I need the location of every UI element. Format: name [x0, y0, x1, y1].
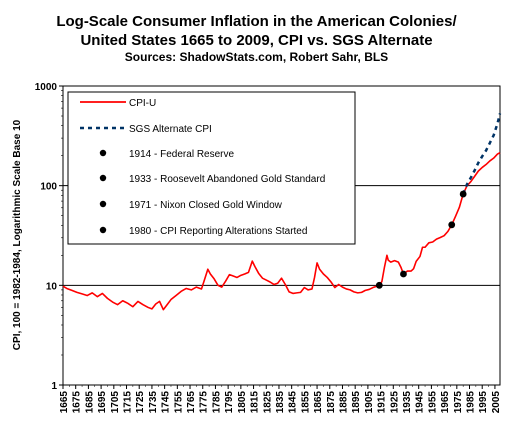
series-layer	[62, 113, 502, 311]
y-tick-label: 1000	[35, 82, 58, 93]
x-tick-label: 1865	[313, 391, 324, 414]
x-tick-label: 1985	[466, 391, 477, 414]
y-axis-label: CPI, 100 = 1982-1984, Logarithmic Scale …	[12, 119, 23, 350]
plot-area-frame	[62, 85, 501, 386]
x-tick-label: 1725	[135, 391, 146, 414]
x-tick-label: 1735	[148, 391, 159, 414]
legend-entry-label: CPI-U	[129, 98, 156, 109]
legend-box	[67, 91, 356, 245]
chart-subtitle: Sources: ShadowStats.com, Robert Sahr, B…	[124, 50, 389, 64]
x-tick-label: 1825	[262, 391, 273, 414]
x-tick-label: 1675	[72, 391, 83, 414]
x-tick-label: 1955	[427, 391, 438, 414]
x-tick-label: 1785	[211, 391, 222, 414]
legend-entry-label: 1980 - CPI Reporting Alterations Started	[129, 226, 307, 237]
x-tick-label: 1755	[173, 391, 184, 414]
x-tick-label: 1805	[237, 391, 248, 414]
series-line-cpi-u	[62, 151, 501, 311]
event-marker-1980	[459, 190, 467, 198]
x-tick-label: 1715	[123, 391, 134, 414]
event-marker-1933	[400, 270, 407, 278]
event-marker-1914	[375, 281, 383, 289]
x-tick-label: 1705	[110, 391, 121, 414]
legend-entry-label: 1971 - Nixon Closed Gold Window	[129, 200, 283, 211]
x-tick-label: 1945	[415, 391, 426, 414]
x-tick-label: 1895	[351, 391, 362, 414]
x-tick-label: 1885	[338, 391, 349, 414]
legend-entry-label: SGS Alternate CPI	[129, 124, 212, 135]
x-tick-label: 1935	[402, 391, 413, 414]
x-tick-label: 1905	[364, 391, 375, 414]
legend-marker-swatch	[99, 226, 107, 234]
x-tick-label: 1815	[250, 391, 261, 414]
x-tick-label: 1855	[300, 391, 311, 414]
x-tick-label: 1875	[326, 391, 337, 414]
x-tick-label: 1835	[275, 391, 286, 414]
x-tick-label: 1765	[186, 391, 197, 414]
x-tick-label: 2005	[491, 391, 502, 414]
chart-title-line-2: United States 1665 to 2009, CPI vs. SGS …	[80, 32, 433, 49]
legend-entry-label: 1933 - Roosevelt Abandoned Gold Standard	[129, 174, 325, 185]
x-tick-label: 1775	[199, 391, 210, 414]
y-tick-label: 1	[51, 381, 57, 392]
event-marker-1971	[448, 221, 456, 229]
legend-marker-swatch	[99, 200, 107, 208]
x-tick-label: 1795	[224, 391, 235, 414]
series-line-sgs-alternate-cpi	[461, 113, 502, 195]
x-tick-label: 1845	[288, 391, 299, 414]
legend-entry-label: 1914 - Federal Reserve	[129, 149, 234, 160]
legend: CPI-U SGS Alternate CPI 1914 - Federal Res…	[67, 91, 356, 245]
chart-title-block: Log-Scale Consumer Inflation in the Amer…	[0, 12, 513, 65]
legend-marker-swatch	[99, 174, 107, 182]
x-tick-label: 1665	[59, 391, 70, 414]
x-tick-label: 1925	[389, 391, 400, 414]
x-tick-label: 1685	[84, 391, 95, 414]
legend-marker-swatch	[99, 149, 107, 157]
y-tick-label: 100	[40, 182, 57, 193]
x-tick-label: 1915	[377, 391, 388, 414]
x-tick-label: 1965	[440, 391, 451, 414]
x-tick-label: 1695	[97, 391, 108, 414]
marker-layer	[375, 190, 467, 289]
y-tick-label: 10	[46, 281, 58, 292]
x-tick-label: 1995	[478, 391, 489, 414]
x-tick-label: 1745	[161, 391, 172, 414]
chart-title-line-1: Log-Scale Consumer Inflation in the Amer…	[56, 13, 457, 30]
x-tick-label: 1975	[453, 391, 464, 414]
